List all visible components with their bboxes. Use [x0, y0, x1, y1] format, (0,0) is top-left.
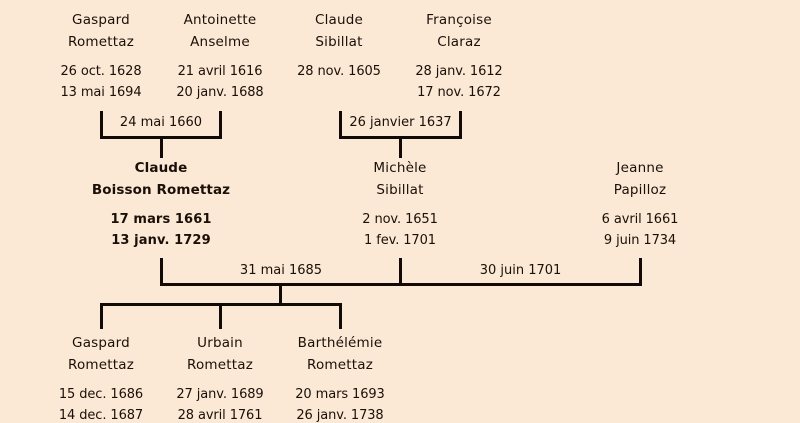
person-birth-date: 15 dec. 1686	[58, 387, 144, 402]
child-connector-2	[219, 303, 222, 329]
marriage-drop-2	[399, 136, 402, 158]
person-given-name: Claude	[134, 160, 188, 176]
person-card-francoise-claraz[interactable]: Françoise Claraz 28 janv. 1612 17 nov. 1…	[398, 12, 520, 100]
person-death-date: 13 mai 1694	[60, 85, 142, 100]
person-surname: Claraz	[437, 33, 481, 50]
person-surname: Boisson Romettaz	[91, 181, 231, 198]
marriage-connector-middle-3	[399, 258, 402, 286]
person-death-date: 14 dec. 1687	[58, 408, 144, 423]
marriage-drop-1	[160, 136, 163, 158]
children-drop	[279, 283, 282, 305]
person-birth-date: 28 nov. 1605	[297, 64, 381, 79]
person-given-name: Gaspard	[72, 12, 130, 28]
person-birth-date: 20 mars 1693	[295, 387, 385, 402]
marriage-connector-right-4	[639, 258, 642, 286]
person-card-urbain-romettaz[interactable]: Urbain Romettaz 27 janv. 1689 28 avril 1…	[159, 335, 281, 423]
person-card-gaspard-romettaz-child[interactable]: Gaspard Romettaz 15 dec. 1686 14 dec. 16…	[40, 335, 162, 423]
marriage-connector-right-1	[219, 111, 222, 139]
marriage-connector-bar-3	[160, 283, 642, 286]
person-given-name: Claude	[314, 12, 364, 28]
person-birth-date: 27 janv. 1689	[176, 387, 264, 402]
person-death-date: 9 juin 1734	[603, 233, 677, 248]
person-card-jeanne-papilloz[interactable]: Jeanne Papilloz 6 avril 1661 9 juin 1734	[579, 160, 701, 248]
person-surname: Romettaz	[67, 356, 135, 373]
marriage-date-3: 31 mai 1685	[239, 263, 323, 278]
marriage-connector-right-2	[459, 111, 462, 139]
person-given-name: Barthélémie	[297, 335, 383, 351]
person-birth-date: 21 avril 1616	[177, 64, 263, 79]
person-surname: Romettaz	[186, 356, 254, 373]
marriage-connector-left-2	[339, 111, 342, 139]
person-surname: Romettaz	[67, 33, 135, 50]
person-birth-date: 6 avril 1661	[601, 212, 679, 227]
person-death-date: 26 janv. 1738	[296, 408, 384, 423]
person-birth-date: 28 janv. 1612	[415, 64, 503, 79]
person-death-date: 13 janv. 1729	[111, 233, 211, 248]
person-surname: Sibillat	[376, 181, 424, 198]
person-given-name: Jeanne	[616, 160, 664, 176]
person-birth-date: 2 nov. 1651	[362, 212, 438, 227]
person-card-claude-boisson-romettaz[interactable]: Claude Boisson Romettaz 17 mars 1661 13 …	[80, 160, 242, 248]
person-death-date: 28 avril 1761	[177, 408, 263, 423]
person-death-date: 17 nov. 1672	[417, 85, 501, 100]
person-birth-date: 17 mars 1661	[110, 212, 212, 227]
marriage-date-2: 26 janvier 1637	[349, 115, 452, 130]
child-connector-3	[339, 303, 342, 329]
person-card-antoinette-anselme[interactable]: Antoinette Anselme 21 avril 1616 20 janv…	[159, 12, 281, 100]
person-card-claude-sibillat[interactable]: Claude Sibillat 28 nov. 1605	[278, 12, 400, 86]
marriage-connector-left-3	[160, 258, 163, 286]
person-death-date: 1 fev. 1701	[364, 233, 436, 248]
person-given-name: Françoise	[426, 12, 492, 28]
person-surname: Papilloz	[613, 181, 667, 198]
child-connector-1	[100, 303, 103, 329]
person-surname: Sibillat	[315, 33, 363, 50]
person-surname: Anselme	[190, 33, 250, 50]
marriage-date-4: 30 juin 1701	[479, 263, 562, 278]
person-card-michele-sibillat[interactable]: Michèle Sibillat 2 nov. 1651 1 fev. 1701	[339, 160, 461, 248]
marriage-connector-left-1	[100, 111, 103, 139]
person-card-barthelemie-romettaz[interactable]: Barthélémie Romettaz 20 mars 1693 26 jan…	[279, 335, 401, 423]
person-given-name: Antoinette	[183, 12, 257, 28]
person-given-name: Michèle	[373, 160, 427, 176]
person-card-gaspard-romettaz[interactable]: Gaspard Romettaz 26 oct. 1628 13 mai 169…	[40, 12, 162, 100]
person-surname: Romettaz	[306, 356, 374, 373]
person-birth-date: 26 oct. 1628	[60, 64, 142, 79]
person-given-name: Gaspard	[72, 335, 130, 351]
person-death-date: 20 janv. 1688	[176, 85, 264, 100]
person-given-name: Urbain	[197, 335, 243, 351]
marriage-date-1: 24 mai 1660	[119, 115, 203, 130]
